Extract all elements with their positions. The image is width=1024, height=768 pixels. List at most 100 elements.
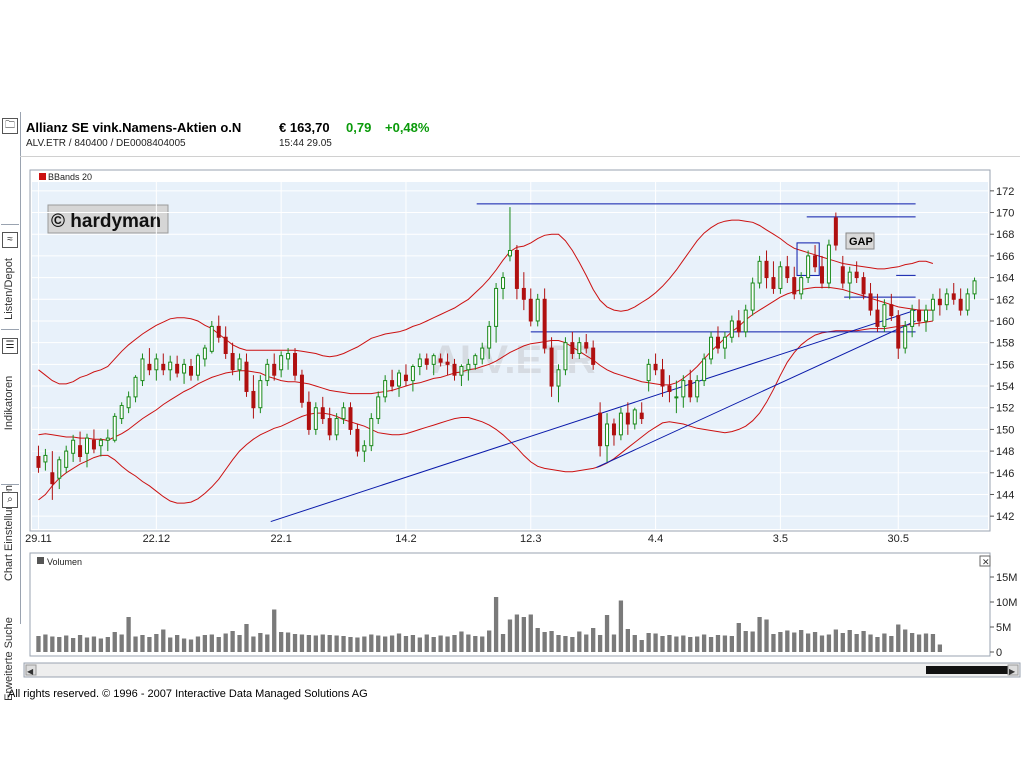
horizontal-scrollbar[interactable] — [23, 662, 1021, 678]
gap-annotation: GAP — [845, 232, 875, 250]
candle-body — [826, 244, 831, 284]
candle — [189, 358, 194, 381]
candle — [535, 293, 540, 327]
candle — [570, 331, 575, 359]
volume-bar — [799, 630, 804, 652]
candle — [299, 369, 304, 408]
volume-bar — [244, 624, 249, 652]
candle-body — [244, 361, 249, 392]
candle — [521, 272, 526, 311]
volume-bar — [625, 629, 630, 652]
candle — [903, 320, 908, 354]
folder-icon[interactable]: 🗀 — [2, 118, 18, 134]
candle-body — [480, 347, 485, 360]
candle-body — [764, 260, 769, 279]
trend-line — [270, 309, 916, 523]
volume-bar — [438, 635, 443, 652]
candle — [50, 451, 55, 500]
candle — [376, 391, 381, 424]
scroll-left-arrow-icon[interactable]: ◀ — [27, 667, 34, 676]
volume-bar — [757, 617, 762, 652]
candle-body — [334, 418, 339, 436]
volume-bar — [591, 628, 596, 652]
price-y-tick-label: 144 — [996, 489, 1014, 501]
candle-body — [403, 374, 408, 382]
volume-pane-close-button[interactable] — [979, 555, 991, 567]
trend-line — [596, 320, 916, 468]
scroll-right-arrow-icon[interactable]: ▶ — [1009, 667, 1016, 676]
candle-body — [154, 358, 159, 371]
candle — [320, 396, 325, 424]
candle — [105, 429, 110, 452]
candle — [154, 353, 159, 381]
candle — [410, 364, 415, 392]
volume-bar — [632, 635, 637, 652]
candle-body — [272, 363, 277, 376]
candle — [126, 391, 131, 414]
volume-bar — [188, 639, 194, 652]
candle-body — [57, 459, 62, 479]
volume-bar — [355, 637, 360, 652]
search-icon[interactable]: ⌕ — [2, 492, 18, 508]
price-change-percent: +0,48% — [385, 120, 430, 135]
volume-bar — [403, 636, 409, 652]
candle-body — [320, 407, 325, 420]
gap-label-box — [845, 232, 875, 250]
scroll-left-button[interactable] — [25, 664, 37, 676]
candle — [591, 340, 596, 370]
sidebar-item-indikatoren[interactable]: Indikatoren — [3, 375, 15, 431]
volume-bar — [833, 629, 839, 652]
volume-bar — [285, 632, 291, 652]
candle-body — [514, 249, 519, 289]
volume-bar — [514, 614, 520, 652]
candle-body — [438, 358, 443, 363]
price-y-tick-label: 166 — [996, 251, 1014, 263]
volume-bar — [64, 635, 69, 652]
volume-bar — [112, 632, 117, 652]
candle — [764, 250, 769, 289]
candle-body — [78, 445, 83, 458]
volume-bar — [98, 638, 104, 652]
volume-bar — [251, 636, 256, 652]
candle-body — [258, 380, 263, 409]
candle — [639, 402, 644, 424]
candle — [417, 353, 422, 376]
price-y-tick-label: 148 — [996, 446, 1014, 458]
settings-list-icon[interactable]: ☰ — [2, 338, 18, 354]
candle-body — [833, 217, 838, 246]
candle-body — [216, 325, 221, 338]
volume-bar — [480, 636, 485, 652]
candle — [91, 429, 96, 454]
volume-bar — [674, 636, 679, 652]
scroll-right-button[interactable] — [1007, 664, 1019, 676]
volume-bar — [764, 619, 769, 652]
candle — [584, 333, 589, 354]
candle-body — [722, 336, 727, 349]
scrollbar-thumb[interactable] — [926, 666, 1010, 674]
candle-body — [910, 309, 915, 327]
bbands-legend-label: BBands 20 — [48, 172, 92, 182]
candle-body — [930, 298, 935, 311]
volume-bar — [722, 635, 728, 652]
candle — [112, 413, 117, 443]
candle-body — [431, 355, 436, 365]
candle-body — [112, 415, 117, 441]
volume-y-tick-label: 15M — [996, 572, 1017, 584]
candle — [182, 358, 187, 384]
candle — [480, 342, 485, 365]
sidebar-item-listen-depot[interactable]: Listen/Depot — [3, 258, 15, 320]
instrument-title: Allianz SE vink.Namens-Aktien o.N — [26, 120, 242, 135]
candle — [875, 293, 880, 332]
indicator-chart-icon[interactable]: ≈ — [2, 232, 18, 248]
volume-bar — [396, 633, 402, 652]
candle — [605, 413, 610, 462]
candle — [466, 358, 471, 381]
volume-bar — [119, 634, 124, 652]
bbands-legend-swatch — [39, 173, 46, 180]
candle-body — [882, 304, 887, 327]
price-y-tick-label: 152 — [996, 403, 1014, 415]
volume-bar — [889, 636, 894, 652]
close-icon[interactable]: ✕ — [982, 557, 990, 567]
candle-body — [813, 255, 818, 268]
candle — [36, 445, 41, 473]
